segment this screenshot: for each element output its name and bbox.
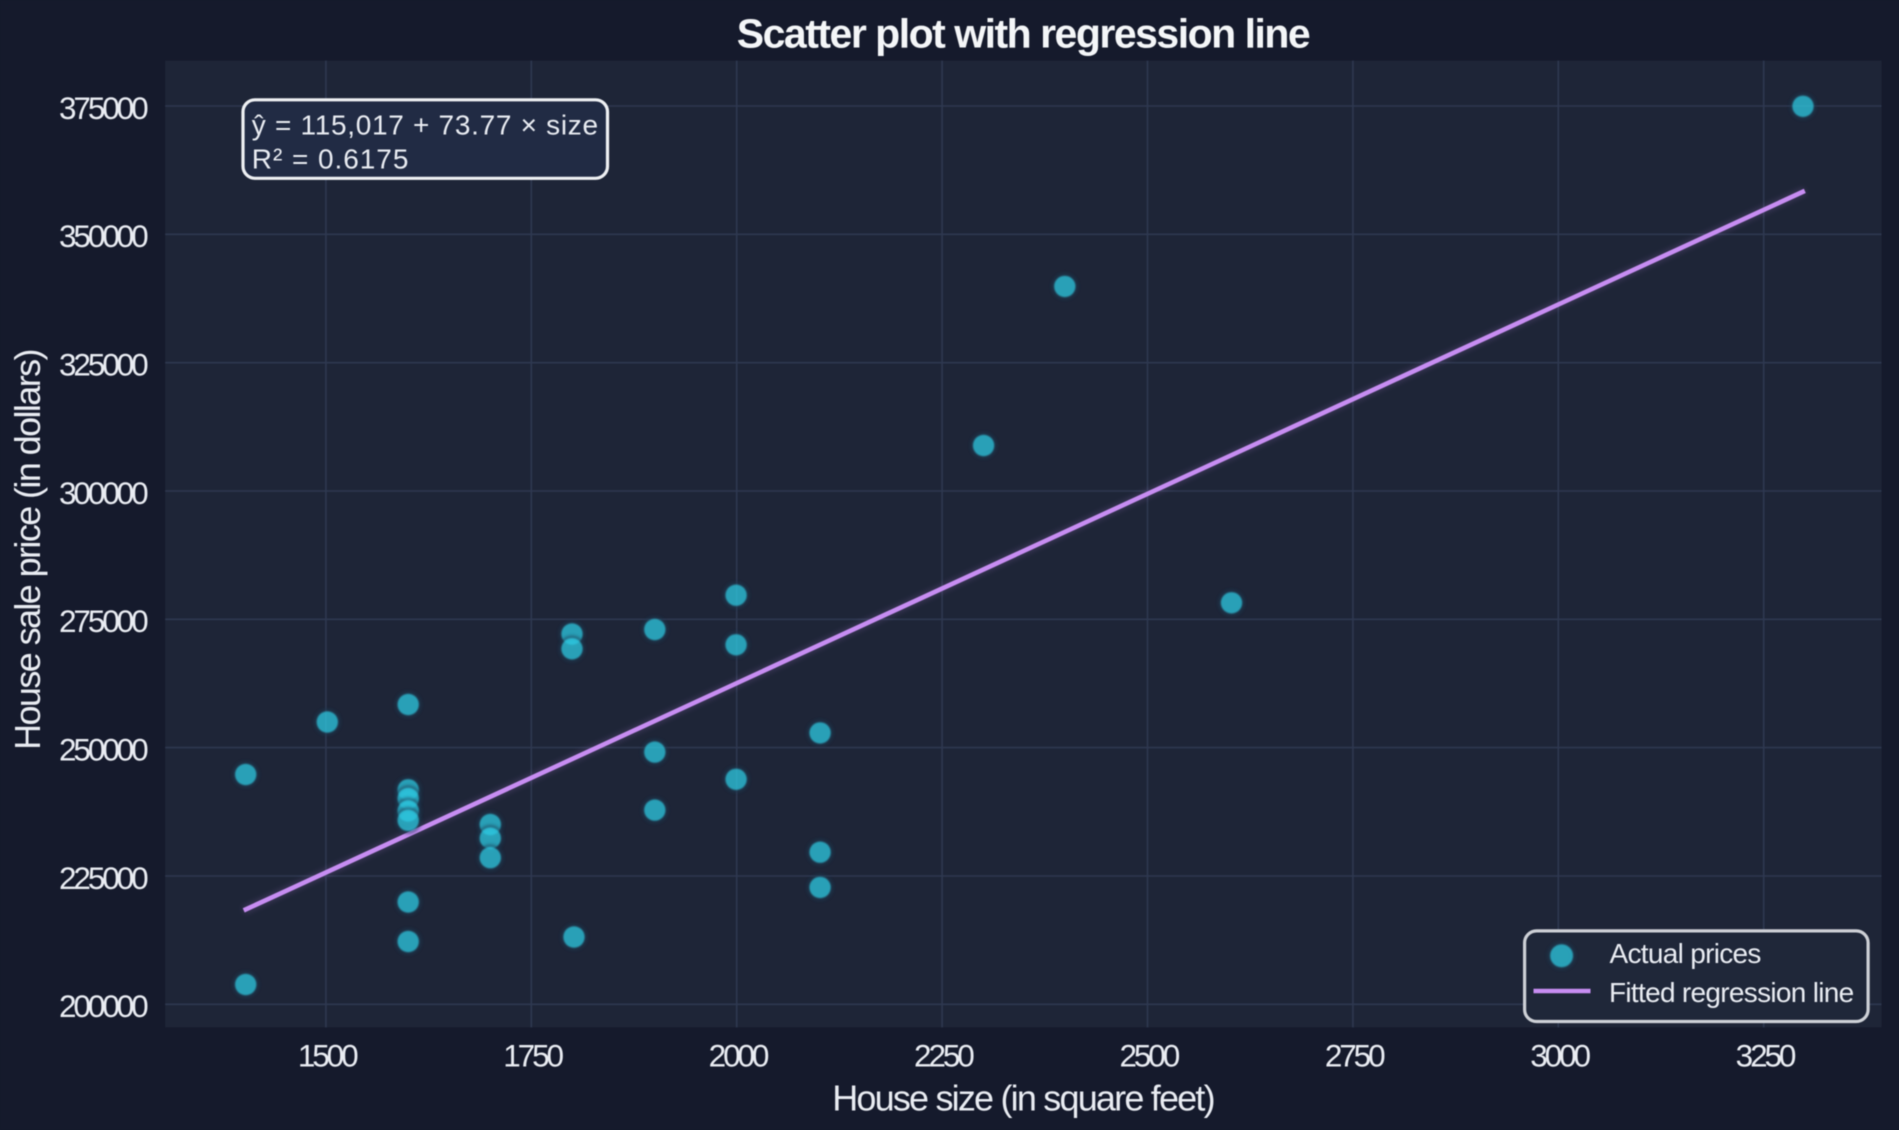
svg-text:Actual prices: Actual prices bbox=[1610, 938, 1761, 969]
svg-text:3000: 3000 bbox=[1530, 1038, 1590, 1074]
svg-text:225000: 225000 bbox=[59, 860, 148, 896]
svg-text:300000: 300000 bbox=[59, 475, 148, 511]
svg-text:R² = 0.6175: R² = 0.6175 bbox=[252, 143, 410, 174]
svg-text:325000: 325000 bbox=[59, 347, 148, 383]
svg-text:2500: 2500 bbox=[1119, 1038, 1179, 1074]
svg-text:Scatter plot with regression l: Scatter plot with regression line bbox=[737, 11, 1310, 57]
svg-text:House size (in square feet): House size (in square feet) bbox=[832, 1078, 1214, 1119]
svg-text:ŷ = 115,017 + 73.77 × size: ŷ = 115,017 + 73.77 × size bbox=[252, 110, 599, 141]
svg-text:200000: 200000 bbox=[59, 988, 148, 1024]
svg-text:2000: 2000 bbox=[709, 1038, 769, 1074]
svg-text:2250: 2250 bbox=[914, 1038, 974, 1074]
svg-text:2750: 2750 bbox=[1325, 1038, 1385, 1074]
svg-text:375000: 375000 bbox=[59, 90, 148, 126]
svg-text:House sale price (in dollars): House sale price (in dollars) bbox=[7, 350, 48, 750]
svg-text:3250: 3250 bbox=[1736, 1038, 1796, 1074]
svg-text:1500: 1500 bbox=[298, 1038, 358, 1074]
svg-text:1750: 1750 bbox=[503, 1038, 563, 1074]
svg-text:Fitted regression line: Fitted regression line bbox=[1609, 977, 1854, 1008]
svg-text:250000: 250000 bbox=[59, 731, 148, 767]
svg-text:275000: 275000 bbox=[59, 603, 148, 639]
svg-text:350000: 350000 bbox=[59, 218, 148, 254]
